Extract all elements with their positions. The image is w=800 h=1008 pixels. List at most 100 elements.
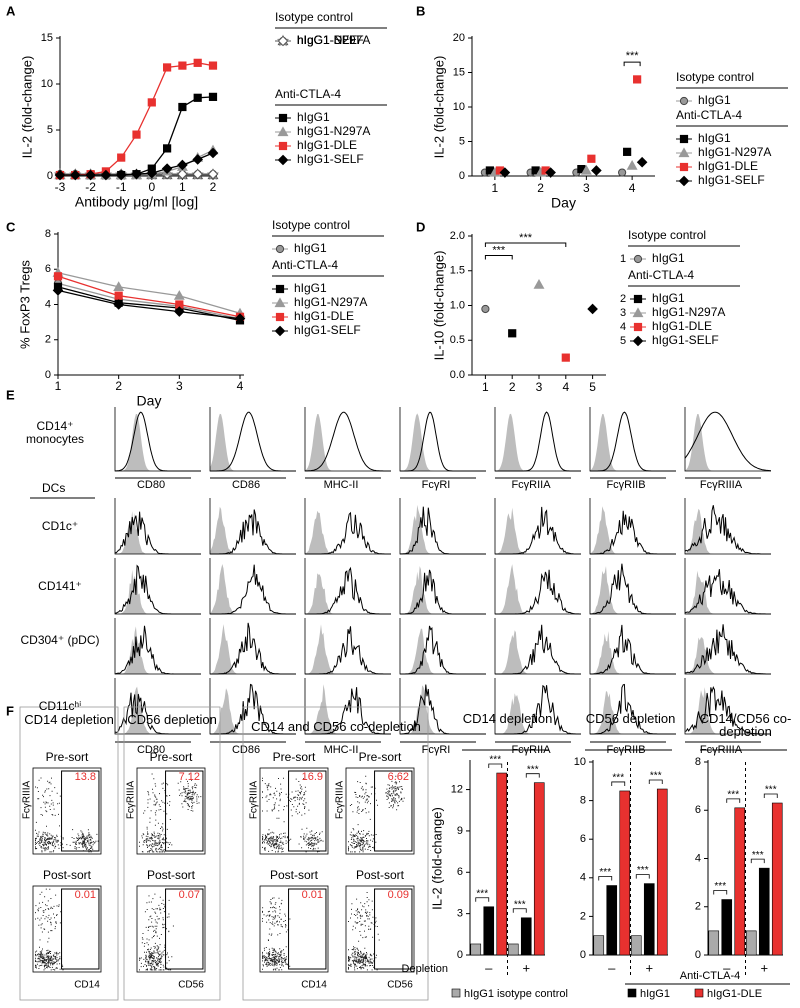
histogram-frame: [684, 498, 771, 555]
isotype-histogram: [305, 414, 391, 471]
y-axis-label: IL-2 (fold-change): [431, 56, 446, 159]
histogram-frame: [684, 558, 771, 615]
facs-events: [262, 777, 327, 853]
facs-frame: [136, 885, 206, 973]
x-axis-label: Depletion: [402, 963, 448, 975]
histogram-frame: [589, 407, 676, 472]
histogram-frame: [399, 678, 486, 735]
legend-label: hIgG1-N297A: [652, 305, 725, 319]
y-tick-label: 0.5: [450, 334, 465, 346]
histogram-frame: [114, 678, 201, 735]
panel-frame: [19, 706, 119, 1001]
bar: [630, 935, 642, 956]
data-point: [173, 290, 185, 300]
legend-swatch: [451, 988, 461, 998]
y-axis-label: IL-2 (fold-change): [429, 807, 444, 910]
panel-label: D: [416, 219, 425, 234]
data-point: [580, 164, 592, 175]
x-tick-label: -1: [116, 180, 127, 194]
isotype-histogram: [495, 564, 581, 614]
series-line: [57, 286, 241, 322]
gate-value: 0.01: [302, 889, 323, 901]
legend-marker: [633, 322, 643, 332]
row-label: Pre-sort: [46, 750, 89, 764]
bar: [606, 885, 618, 956]
x-tick-label: 4: [629, 181, 636, 195]
y-tick-label: 10: [453, 101, 465, 113]
significance-label: ***: [612, 773, 624, 784]
chart-title: CD14/CD56 co-depletion: [699, 711, 792, 739]
data-point: [100, 169, 112, 181]
data-point: [499, 167, 511, 178]
x-tick-label: –: [485, 960, 493, 975]
row-label: Post-sort: [356, 868, 405, 882]
isotype-histogram: [305, 684, 391, 734]
y-tick-label: 8: [695, 756, 701, 768]
x-tick-label: 3: [536, 380, 543, 394]
significance-label: ***: [476, 888, 488, 899]
y-tick-label: 0: [47, 170, 53, 182]
data-point: [207, 168, 219, 180]
significance-bracket: [750, 858, 765, 864]
y-tick-label: 2: [695, 901, 701, 913]
legend-marker: [679, 96, 689, 106]
histogram-frame: [209, 618, 296, 675]
isotype-histogram: [685, 508, 771, 554]
legend-group: Isotype control: [275, 10, 353, 24]
series-line: [57, 275, 241, 318]
histogram-frame: [399, 558, 486, 615]
row-label: CD141⁺: [38, 579, 82, 593]
legend-marker: [633, 294, 643, 304]
legend-marker: [278, 113, 288, 123]
legend-marker: [275, 284, 285, 294]
x-tick-label: 3: [583, 181, 590, 195]
y-tick-label: 8: [45, 228, 51, 240]
facs-frame: [259, 885, 329, 973]
legend-label: hIgG1-DLE: [707, 988, 762, 1000]
data-point: [178, 102, 187, 112]
bar: [593, 935, 605, 956]
data-point: [115, 169, 127, 181]
bar: [656, 788, 668, 956]
isotype-histogram: [590, 566, 676, 614]
x-tick-label: 2: [509, 380, 516, 394]
gate-value: 16.9: [302, 771, 323, 783]
legend-marker: [277, 126, 289, 137]
histogram-frame: [684, 407, 771, 472]
y-tick-label: 1.5: [450, 265, 465, 277]
y-tick-label: 4: [580, 872, 586, 884]
stain-histogram: [115, 411, 201, 472]
legend-swatch: [694, 988, 704, 998]
y-axis-label: FcγRIIIA: [22, 781, 33, 820]
isotype-histogram: [495, 413, 581, 471]
bar: [708, 930, 720, 956]
significance-bracket: [623, 61, 641, 67]
panel-frame: [242, 706, 429, 1001]
y-tick-label: 10: [574, 756, 586, 768]
legend-group: Anti-CTLA-4: [272, 258, 338, 272]
isotype-histogram: [495, 630, 581, 674]
isotype-histogram: [590, 506, 676, 554]
data-point: [633, 75, 642, 84]
row-label: Post-sort: [43, 868, 92, 882]
legend-label: hIgG1: [294, 281, 327, 295]
row-label: Post-sort: [147, 868, 196, 882]
legend-label: hIgG1-N297A: [294, 295, 367, 309]
isotype-histogram: [115, 569, 201, 614]
legend-label: hIgG1-SELF: [297, 152, 364, 166]
legend-marker: [633, 254, 643, 264]
significance-label: ***: [519, 232, 533, 244]
y-tick-label: 8: [580, 795, 586, 807]
isotype-histogram: [115, 686, 201, 734]
legend-label: hIgG1-SELF: [652, 333, 719, 347]
panel-label: B: [416, 3, 425, 18]
y-tick-label: 0: [457, 949, 463, 961]
x-tick-label: –: [608, 960, 616, 975]
data-point: [193, 93, 202, 102]
histogram-frame: [304, 618, 391, 675]
series-line: [57, 272, 241, 314]
isotype-histogram: [305, 510, 391, 554]
legend-marker: [274, 325, 286, 337]
data-point: [117, 153, 126, 162]
significance-bracket: [525, 773, 540, 778]
